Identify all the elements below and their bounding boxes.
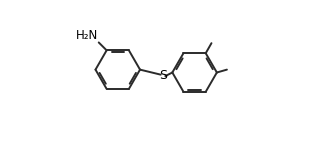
Text: H₂N: H₂N (76, 29, 98, 42)
Text: S: S (159, 69, 167, 82)
